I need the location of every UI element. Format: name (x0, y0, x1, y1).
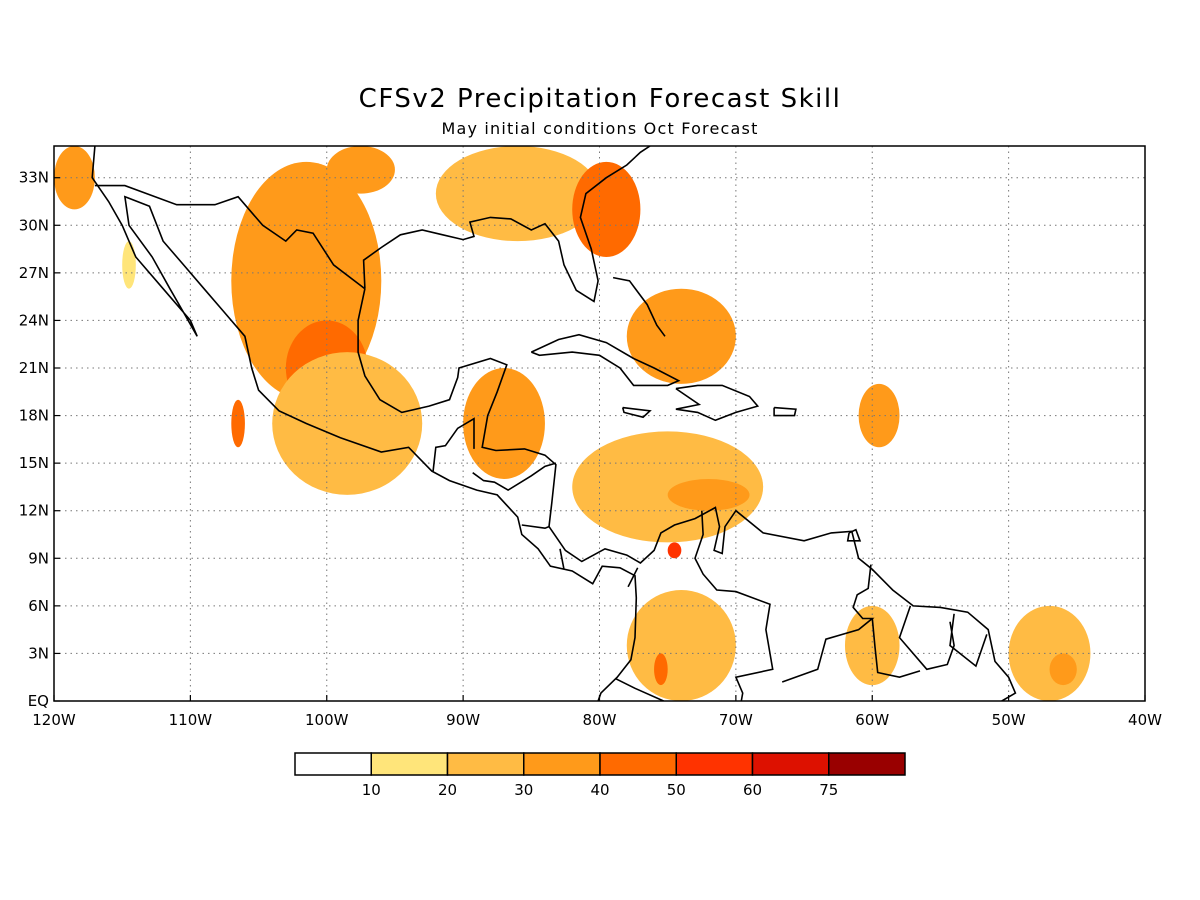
skill-region-1 (122, 241, 136, 289)
colorbar-label: 10 (362, 781, 381, 799)
colorbar: 10 20 30 40 50 60 75 (294, 752, 906, 799)
coastline-layer (91, 146, 1017, 701)
lon-tick-label: 70W (719, 711, 753, 729)
map-title: CFSv2 Precipitation Forecast Skill (358, 84, 842, 114)
skill-region-6 (326, 146, 395, 194)
lon-tick-label: 110W (169, 711, 213, 729)
lat-tick-label: 33N (19, 169, 49, 187)
lat-tick-label: 9N (28, 549, 49, 567)
lon-tick-label: 60W (855, 711, 889, 729)
coastline-9 (94, 184, 366, 290)
coastline-3 (530, 333, 681, 387)
colorbar-swatch-0 (294, 752, 372, 776)
lat-tick-label: EQ (28, 692, 49, 710)
coastline-13 (559, 548, 565, 570)
colorbar-label: 30 (514, 781, 533, 799)
lat-tick-label: 15N (19, 454, 49, 472)
axis-ticks: 120W 110W 100W 90W 80W 70W 60W 50W 40W EQ 3N 6N 9N 12… (19, 169, 1162, 729)
coastline-6 (773, 406, 797, 417)
coastline-18 (871, 618, 921, 679)
colorbar-label: 75 (819, 781, 838, 799)
coastline-20 (949, 613, 988, 668)
coastline-16 (615, 678, 664, 701)
colorbar-label: 20 (438, 781, 457, 799)
coastline-1 (357, 288, 1017, 701)
skill-region-17 (844, 605, 900, 686)
lon-tick-label: 50W (992, 711, 1026, 729)
coastline-17 (781, 564, 875, 683)
colorbar-swatch-2 (446, 752, 525, 776)
colorbar-label: 40 (590, 781, 609, 799)
skill-region-8 (572, 161, 641, 257)
skill-region-7 (435, 146, 600, 242)
skill-region-0 (54, 146, 95, 210)
lon-tick-label: 100W (305, 711, 349, 729)
graticule (54, 146, 1145, 701)
colorbar-swatch-4 (599, 752, 677, 776)
coastline-14 (627, 567, 639, 588)
lat-tick-label: 21N (19, 359, 49, 377)
skill-region-4 (231, 399, 245, 448)
skill-region-14 (626, 590, 736, 701)
lon-tick-label: 80W (583, 711, 617, 729)
coastline-10 (432, 417, 475, 472)
coastline-4 (675, 384, 760, 422)
skill-region-9 (626, 288, 736, 384)
skill-region-5 (272, 352, 423, 495)
colorbar-swatch-3 (523, 752, 601, 776)
coastline-11 (472, 462, 557, 492)
colorbar-swatch-5 (675, 752, 754, 776)
lat-tick-label: 3N (28, 644, 49, 662)
lon-tick-label: 40W (1128, 711, 1162, 729)
colorbar-label: 50 (667, 781, 686, 799)
coastline-15 (694, 510, 774, 701)
skill-region-15 (654, 653, 668, 686)
lat-tick-label: 18N (19, 407, 49, 425)
lat-tick-label: 27N (19, 264, 49, 282)
coastline-19 (898, 605, 955, 671)
lon-tick-label: 120W (32, 711, 76, 729)
skill-region-19 (1049, 653, 1077, 686)
skill-region-12 (667, 479, 750, 511)
skill-region-11 (572, 431, 764, 543)
colorbar-swatch-1 (370, 752, 449, 776)
lat-tick-label: 12N (19, 502, 49, 520)
lat-tick-label: 24N (19, 311, 49, 329)
lat-tick-label: 6N (28, 597, 49, 615)
coastline-7 (846, 528, 862, 542)
colorbar-swatch-7 (828, 752, 906, 776)
coastline-8 (612, 276, 666, 337)
coastline-0 (91, 146, 638, 701)
skill-region-13 (667, 542, 682, 559)
colorbar-label: 60 (743, 781, 762, 799)
skill-region-10 (463, 368, 545, 479)
skill-shading-layer (54, 146, 1091, 701)
coastline-2 (362, 146, 651, 303)
coastline-12 (521, 524, 550, 530)
colorbar-swatch-6 (751, 752, 830, 776)
lon-tick-label: 90W (446, 711, 480, 729)
map-subtitle: May initial conditions Oct Forecast (441, 119, 759, 138)
coastline-5 (621, 406, 652, 419)
lat-tick-label: 30N (19, 216, 49, 234)
